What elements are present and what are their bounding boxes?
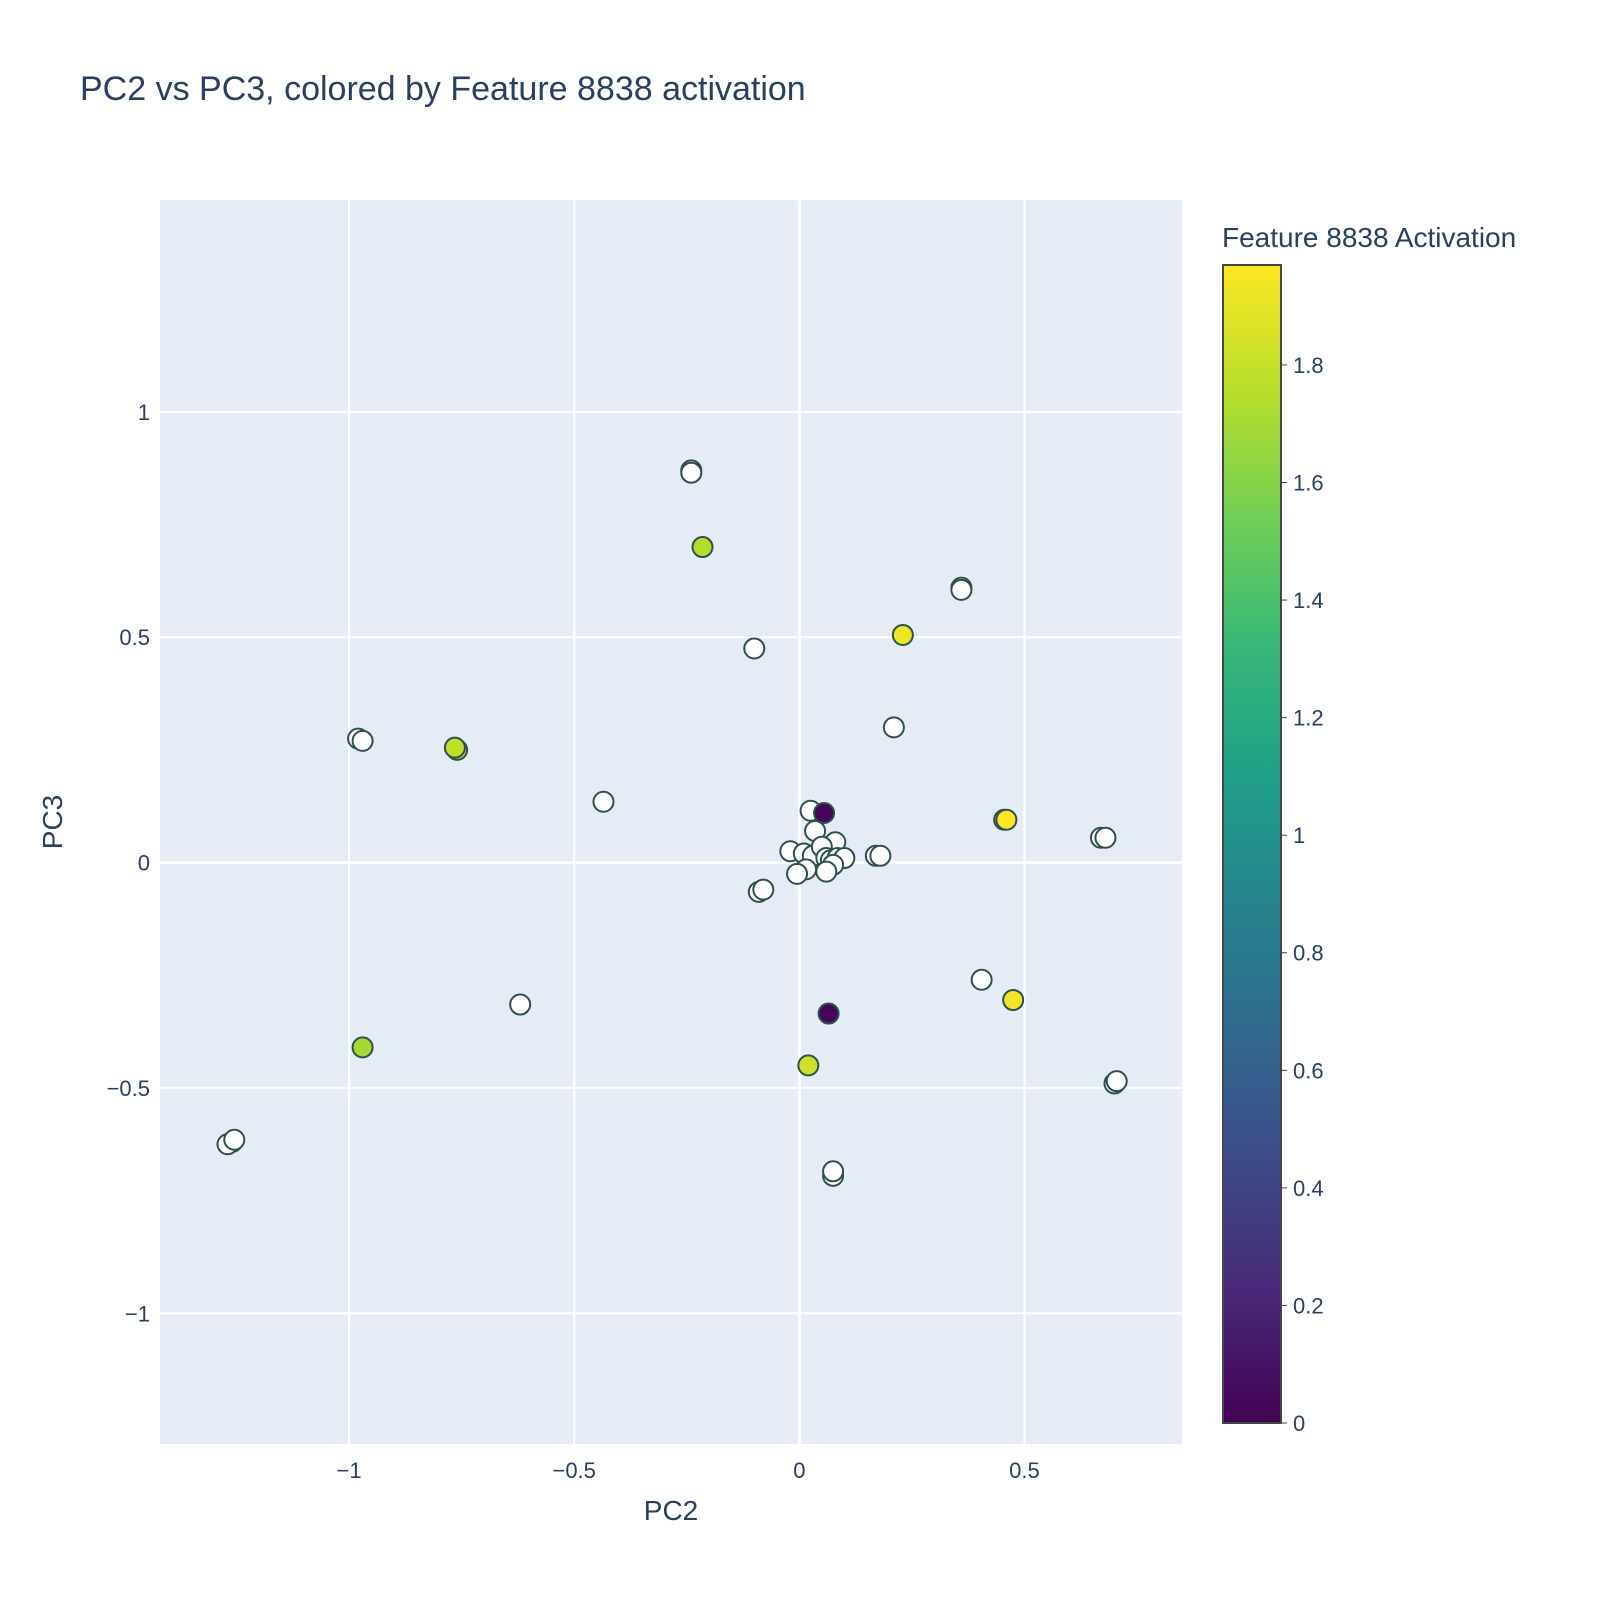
colorbar-tick-label: 0 <box>1293 1411 1305 1436</box>
scatter-point <box>223 1128 246 1151</box>
colorbar-tick-label: 0.4 <box>1293 1176 1324 1201</box>
scatter-point <box>882 716 905 739</box>
scatter-point <box>680 461 703 484</box>
scatter-point <box>509 993 532 1016</box>
scatter-point <box>891 623 914 646</box>
plot-area <box>160 200 1182 1444</box>
scatter-point <box>351 729 374 752</box>
x-tick-label: −0.5 <box>552 1458 595 1483</box>
colorbar-title: Feature 8838 Activation <box>1222 222 1516 253</box>
y-tick-label: −1 <box>125 1301 150 1326</box>
scatter-point <box>1105 1070 1128 1093</box>
y-axis-label: PC3 <box>37 795 68 849</box>
x-tick-label: −1 <box>337 1458 362 1483</box>
scatter-point <box>1002 989 1025 1012</box>
y-tick-label: 0.5 <box>119 625 150 650</box>
x-axis-label: PC2 <box>644 1495 698 1526</box>
grid <box>160 200 1182 1444</box>
data-points <box>216 459 1128 1187</box>
x-tick-label: 0.5 <box>1009 1458 1040 1483</box>
scatter-point <box>813 801 836 824</box>
scatter-point <box>869 844 892 867</box>
chart-title: PC2 vs PC3, colored by Feature 8838 acti… <box>80 70 806 108</box>
colorbar-tick-label: 0.6 <box>1293 1058 1324 1083</box>
axis-ticks: −1 −0.5 0 0.5 −1 −0.5 0 0.5 1 <box>107 400 1040 1483</box>
y-tick-label: 1 <box>138 400 150 425</box>
scatter-point <box>351 1036 374 1059</box>
scatter-point <box>1094 826 1117 849</box>
y-tick-label: 0 <box>138 851 150 876</box>
colorbar-tick-label: 1.6 <box>1293 470 1324 495</box>
colorbar <box>1222 264 1282 1424</box>
colorbar-tick-label: 0.2 <box>1293 1293 1324 1318</box>
scatter-point <box>592 790 615 813</box>
scatter-point <box>443 736 466 759</box>
y-tick-label: −0.5 <box>107 1076 150 1101</box>
scatter-point <box>817 1002 840 1025</box>
scatter-point <box>950 578 973 601</box>
scatter-point <box>752 878 775 901</box>
colorbar-tick-label: 1.8 <box>1293 353 1324 378</box>
colorbar-tick-label: 0.8 <box>1293 941 1324 966</box>
colorbar-tick-label: 1.4 <box>1293 588 1324 613</box>
scatter-point <box>970 968 993 991</box>
scatter-point <box>822 1160 845 1183</box>
scatter-point <box>995 808 1018 831</box>
scatter-point <box>691 536 714 559</box>
colorbar-ticks: 0 0.2 0.4 0.6 0.8 1 1.2 1.4 1.6 1.8 <box>1281 353 1324 1436</box>
colorbar-tick-label: 1.2 <box>1293 706 1324 731</box>
x-tick-label: 0 <box>793 1458 805 1483</box>
colorbar-tick-label: 1 <box>1293 823 1305 848</box>
scatter-point <box>797 1054 820 1077</box>
scatter-point <box>743 637 766 660</box>
scatter-point <box>786 862 809 885</box>
scatter-point <box>815 860 838 883</box>
